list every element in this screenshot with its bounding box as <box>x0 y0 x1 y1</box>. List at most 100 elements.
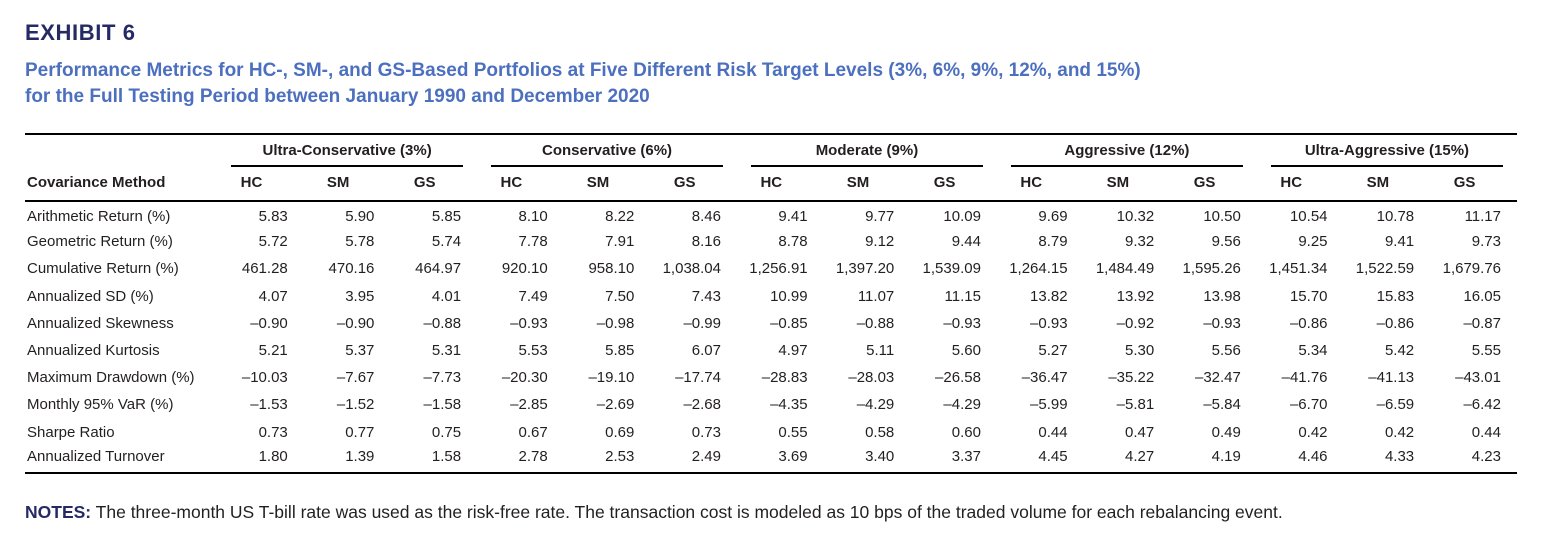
col-header-hc: HC <box>736 167 824 202</box>
value-cell: 5.42 <box>1384 342 1415 360</box>
col-header-hc: HC <box>217 167 304 202</box>
value-cell: 5.11 <box>866 342 895 360</box>
value-cell: 5.31 <box>431 342 462 360</box>
value-cell: 9.25 <box>1298 233 1328 251</box>
value-cell: 4.27 <box>1083 445 1171 474</box>
value-cell: 9.56 <box>1211 233 1241 251</box>
value-cell: 0.73 <box>691 423 721 441</box>
row-label: Maximum Drawdown (%) <box>27 369 195 387</box>
value-cell: 5.78 <box>345 233 375 251</box>
value-cell: 4.45 <box>996 445 1084 474</box>
table-row: Sharpe Ratio 0.73 0.77 0.75 0.67 0.69 0.73 0.55… <box>25 419 1517 446</box>
value-cell: –41.13 <box>1368 369 1415 387</box>
value-cell: 10.99 <box>770 287 808 305</box>
value-cell: 3.69 <box>736 445 824 474</box>
value-cell: 8.79 <box>1038 233 1068 251</box>
value-cell: –28.03 <box>848 369 895 387</box>
value-cell: 4.07 <box>258 287 288 305</box>
value-cell: 1,484.49 <box>1095 260 1155 278</box>
value-cell: –0.93 <box>510 314 548 332</box>
group-header-label: Aggressive (12%) <box>1010 142 1243 167</box>
group-header-row: Ultra-Conservative (3%) Conservative (6%… <box>25 133 1517 167</box>
value-cell: –4.35 <box>770 396 808 414</box>
value-cell: 10.32 <box>1116 208 1155 226</box>
value-cell: 13.92 <box>1116 287 1155 305</box>
table-row: Cumulative Return (%) 461.28 470.16 464.97 9… <box>25 255 1517 282</box>
value-cell: –35.22 <box>1108 369 1155 387</box>
value-cell: 0.73 <box>258 423 288 441</box>
value-cell: 9.41 <box>778 208 808 226</box>
value-cell: 10.54 <box>1289 208 1328 226</box>
value-cell: 0.44 <box>1471 423 1501 441</box>
value-cell: –7.67 <box>336 369 375 387</box>
group-header-ultra-conservative: Ultra-Conservative (3%) <box>217 133 478 167</box>
value-cell: 4.01 <box>431 287 462 305</box>
value-cell: 8.16 <box>691 233 721 251</box>
group-header-spacer <box>25 133 218 167</box>
col-header-sm: SM <box>823 167 911 202</box>
value-cell: –36.47 <box>1021 369 1068 387</box>
value-cell: 0.77 <box>345 423 375 441</box>
col-header-sm: SM <box>303 167 391 202</box>
value-cell: 5.27 <box>1038 342 1068 360</box>
value-cell: –0.98 <box>596 314 635 332</box>
col-header-hc: HC <box>477 167 564 202</box>
notes-text: The three-month US T-bill rate was used … <box>91 501 1283 522</box>
value-cell: 0.60 <box>951 423 981 441</box>
value-cell: 1.39 <box>303 445 391 474</box>
col-header-gs: GS <box>390 167 478 202</box>
value-cell: 8.10 <box>518 208 548 226</box>
col-header-gs: GS <box>1170 167 1257 202</box>
col-header-sm: SM <box>563 167 651 202</box>
value-cell: 4.19 <box>1170 445 1257 474</box>
value-cell: 8.22 <box>605 208 635 226</box>
value-cell: 464.97 <box>415 260 462 278</box>
value-cell: 0.47 <box>1125 423 1155 441</box>
value-cell: 470.16 <box>328 260 375 278</box>
group-header-moderate: Moderate (9%) <box>736 133 997 167</box>
value-cell: 7.91 <box>605 233 635 251</box>
value-cell: 1,397.20 <box>835 260 895 278</box>
row-label: Annualized SD (%) <box>27 287 154 305</box>
value-cell: 9.69 <box>1038 208 1068 226</box>
table-row: Maximum Drawdown (%) –10.03 –7.67 –7.73 –20.… <box>25 364 1517 391</box>
value-cell: –19.10 <box>588 369 635 387</box>
column-header-row: Covariance Method HC SM GS HC SM GS HC S… <box>25 167 1517 202</box>
value-cell: –0.93 <box>1030 314 1068 332</box>
value-cell: 2.78 <box>477 445 564 474</box>
value-cell: –5.81 <box>1116 396 1155 414</box>
group-header-label: Ultra-Aggressive (15%) <box>1270 142 1503 167</box>
value-cell: 5.30 <box>1125 342 1155 360</box>
group-header-conservative: Conservative (6%) <box>477 133 737 167</box>
value-cell: 5.56 <box>1211 342 1241 360</box>
value-cell: –1.53 <box>250 396 288 414</box>
value-cell: 4.46 <box>1256 445 1344 474</box>
exhibit-title-line2: for the Full Testing Period between Janu… <box>25 86 650 107</box>
group-header-ultra-aggressive: Ultra-Aggressive (15%) <box>1256 133 1517 167</box>
value-cell: –6.70 <box>1289 396 1328 414</box>
value-cell: 5.83 <box>258 208 288 226</box>
col-header-hc: HC <box>1256 167 1344 202</box>
value-cell: –6.59 <box>1376 396 1415 414</box>
notes-label: NOTES: <box>25 501 92 522</box>
table-row: Annualized Kurtosis 5.21 5.37 5.31 5.53 5.85 6… <box>25 337 1517 364</box>
value-cell: 2.49 <box>650 445 737 474</box>
table-row: Monthly 95% VaR (%) –1.53 –1.52 –1.58 –2.85 –… <box>25 391 1517 418</box>
value-cell: 0.42 <box>1384 423 1415 441</box>
value-cell: –5.84 <box>1203 396 1241 414</box>
value-cell: 1,679.76 <box>1442 260 1501 278</box>
value-cell: –6.42 <box>1463 396 1501 414</box>
row-label: Annualized Kurtosis <box>27 342 160 360</box>
group-header-label: Moderate (9%) <box>750 142 983 167</box>
exhibit-label: EXHIBIT 6 <box>25 20 136 45</box>
value-cell: –5.99 <box>1030 396 1068 414</box>
table-body: Arithmetic Return (%) 5.83 5.90 5.85 8.10 8.2… <box>25 201 1517 474</box>
value-cell: 7.78 <box>518 233 548 251</box>
value-cell: 1,264.15 <box>1009 260 1068 278</box>
value-cell: 2.53 <box>563 445 651 474</box>
value-cell: –2.69 <box>596 396 635 414</box>
value-cell: 1,038.04 <box>662 260 721 278</box>
table-row: Annualized Skewness –0.90 –0.90 –0.88 –0.93 –… <box>25 310 1517 337</box>
value-cell: –2.85 <box>510 396 548 414</box>
